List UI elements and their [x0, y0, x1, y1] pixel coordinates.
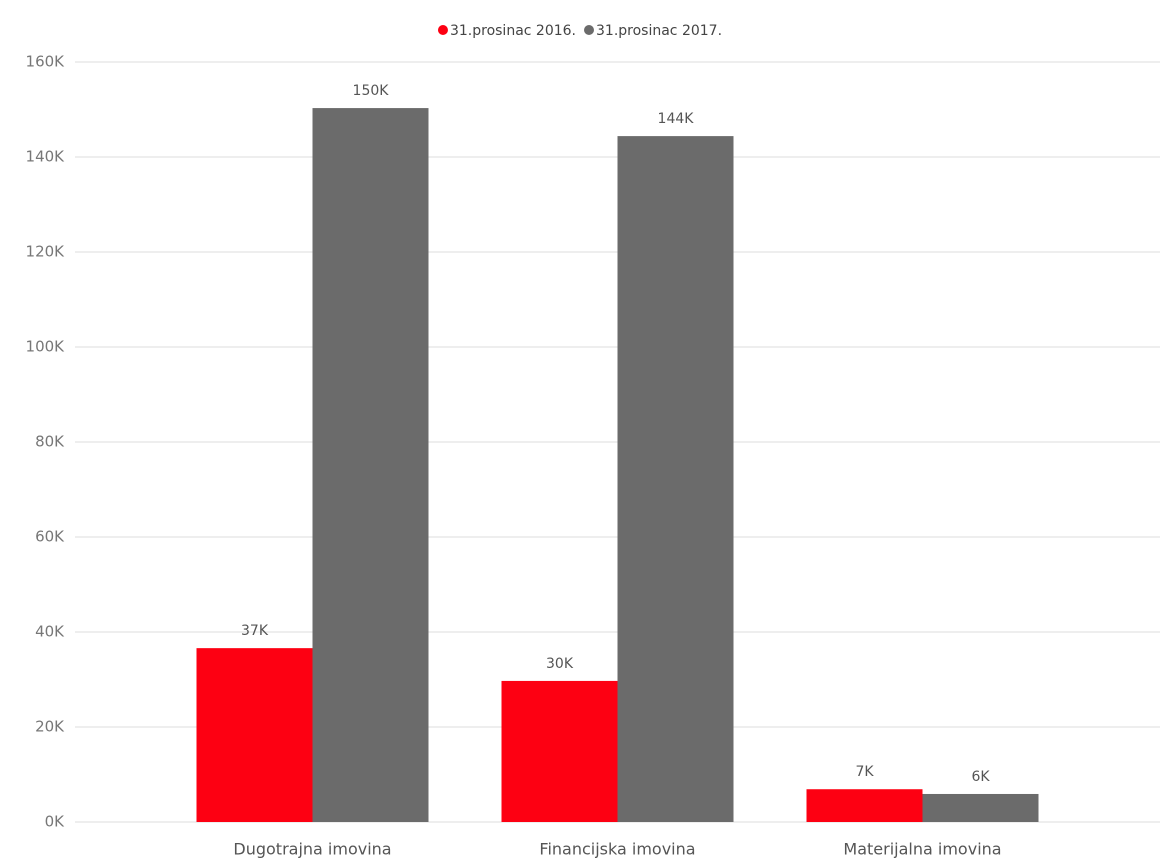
legend-marker	[437, 25, 448, 35]
y-tick-label: 80K	[35, 433, 65, 451]
value-label: 30K	[546, 656, 574, 672]
legend-label: 31.prosinac 2016.	[450, 23, 576, 39]
bar	[312, 108, 429, 822]
bar	[501, 680, 618, 822]
bar	[617, 136, 734, 823]
x-tick-label: Dugotrajna imovina	[233, 840, 391, 859]
y-tick-label: 40K	[35, 623, 65, 641]
y-tick-label: 160K	[26, 53, 66, 71]
y-tick-label: 120K	[26, 243, 66, 261]
value-label: 37K	[241, 623, 269, 639]
legend-label: 31.prosinac 2017.	[596, 23, 722, 39]
value-label: 7K	[855, 764, 874, 780]
legend-marker	[584, 25, 594, 35]
y-tick-label: 20K	[35, 718, 65, 736]
bar	[922, 793, 1039, 822]
bar	[196, 648, 313, 822]
x-tick-label: Materijalna imovina	[843, 840, 1001, 859]
value-label: 150K	[353, 83, 390, 99]
x-tick-label: Financijska imovina	[539, 840, 695, 859]
y-tick-label: 0K	[45, 813, 66, 831]
y-tick-label: 140K	[26, 148, 66, 166]
value-label: 6K	[971, 769, 990, 785]
value-label: 144K	[658, 111, 695, 127]
y-tick-label: 60K	[35, 528, 65, 546]
bar	[806, 789, 923, 822]
y-tick-label: 100K	[26, 338, 66, 356]
